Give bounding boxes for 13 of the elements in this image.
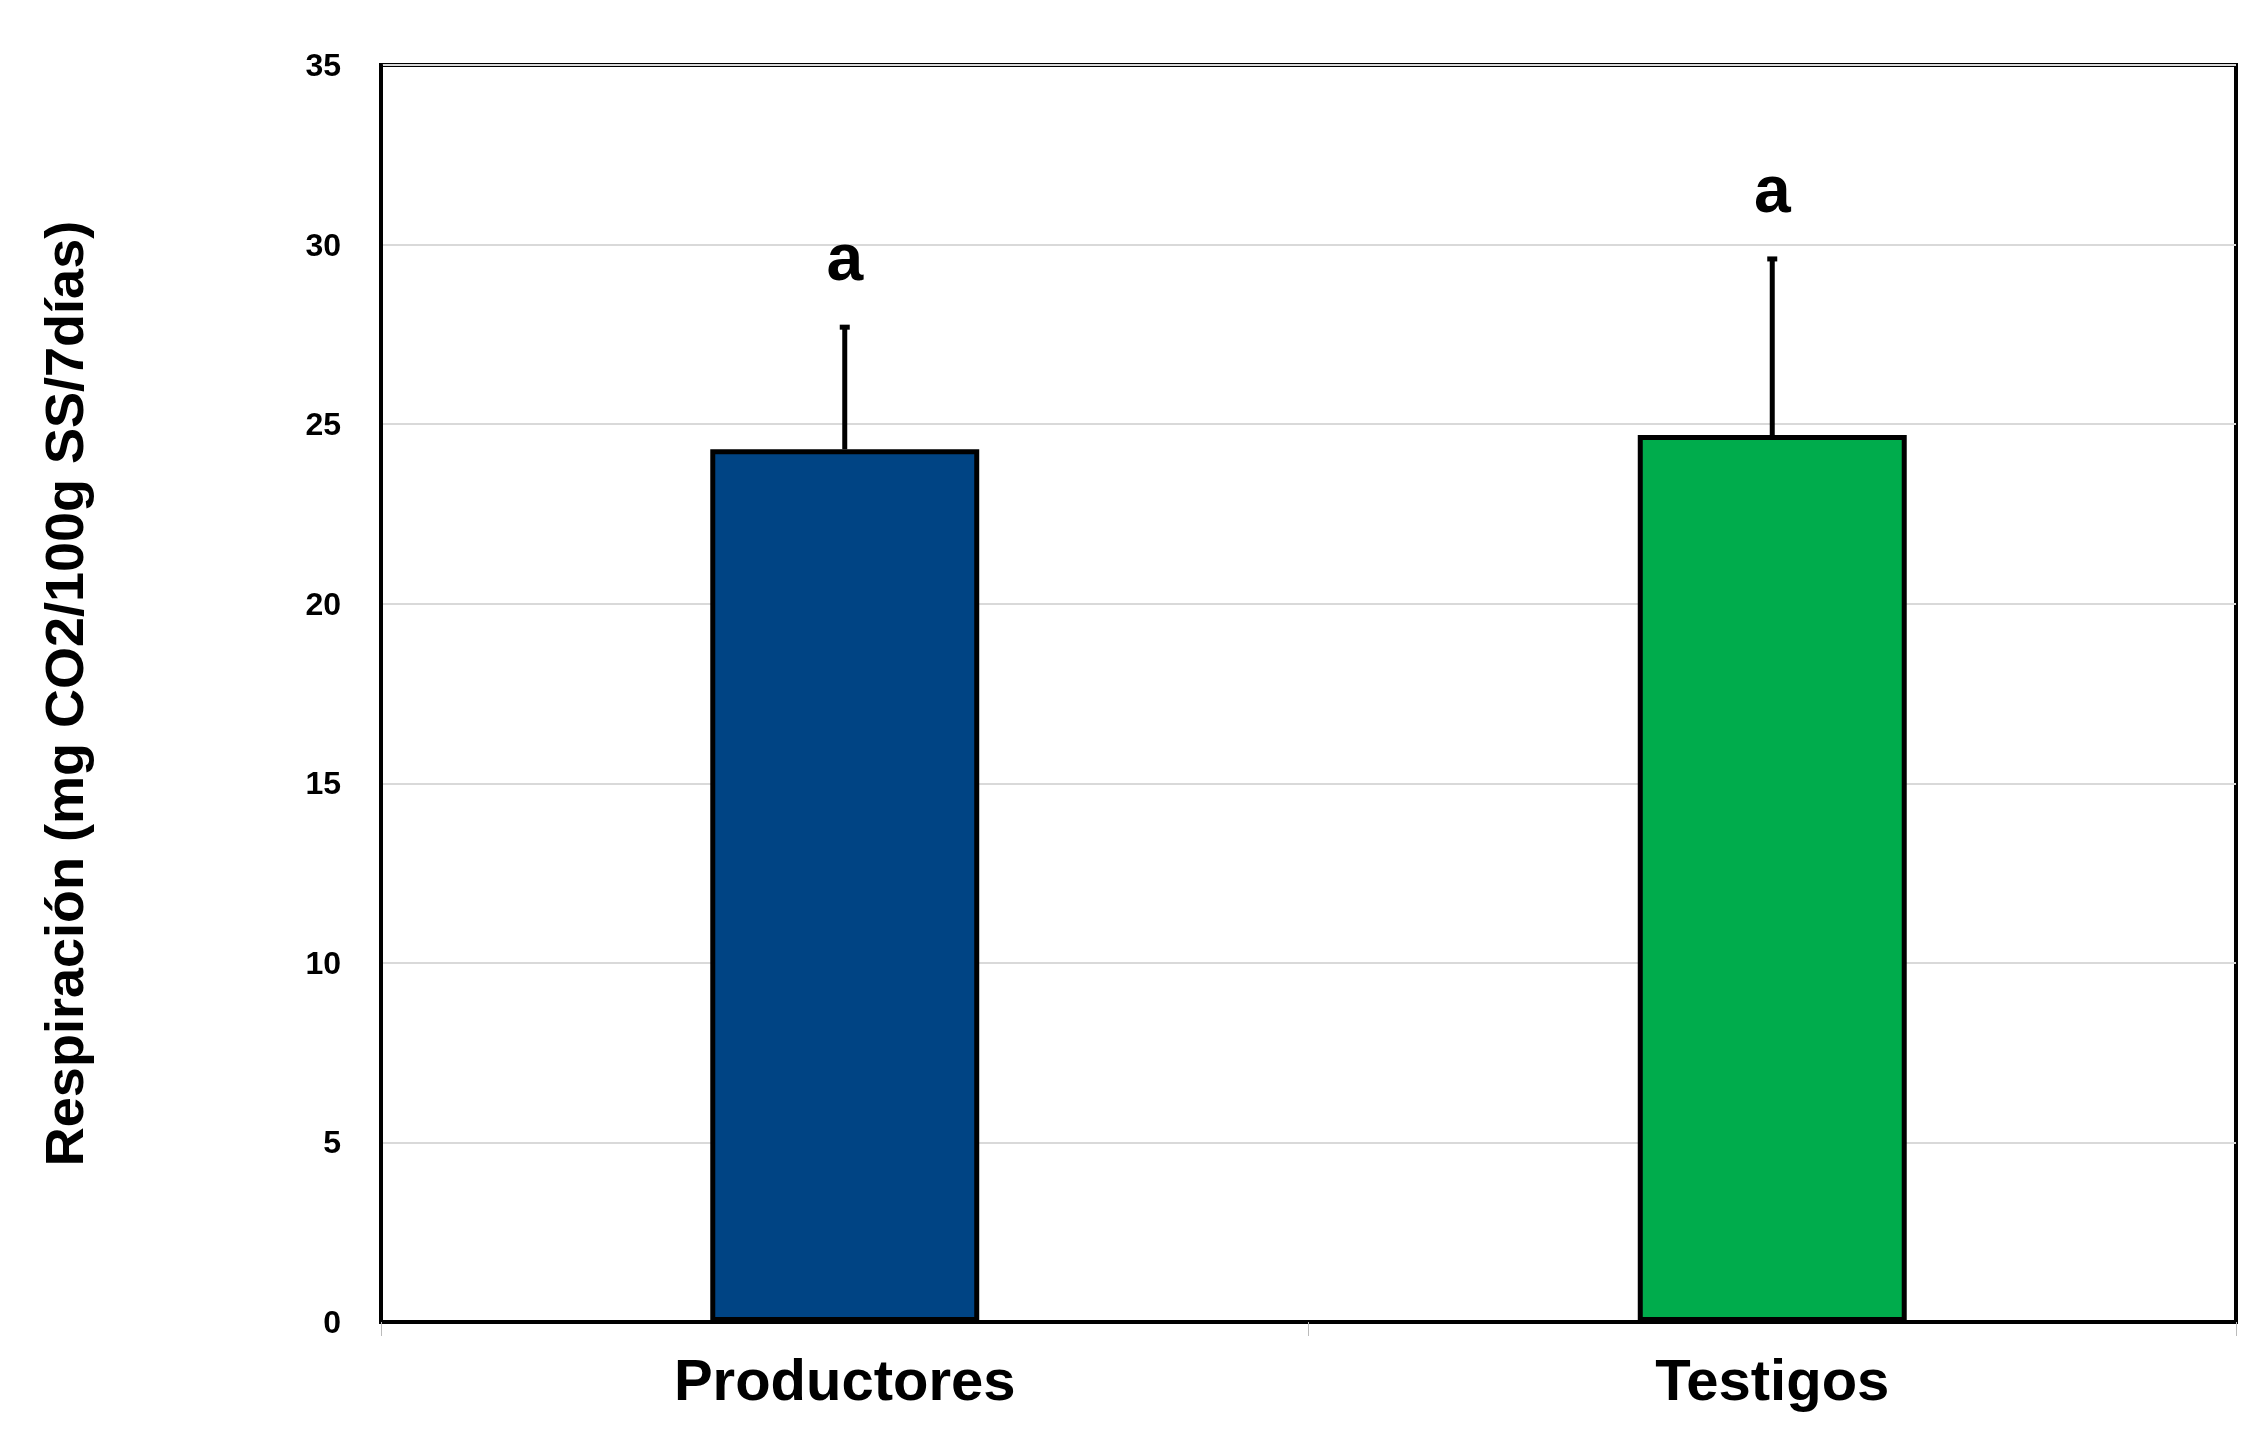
y-tick-label: 35 <box>305 47 341 83</box>
y-tick-label: 0 <box>323 1304 341 1340</box>
x-tick-label: Productores <box>673 1346 1016 1412</box>
y-tick-label: 15 <box>305 765 341 802</box>
y-axis-title: Respiración (mg CO2/100g SS/7días) <box>34 220 94 1167</box>
x-tick-label: Testigos <box>1655 1346 1890 1412</box>
y-tick-label: 5 <box>323 1124 341 1161</box>
y-tick-label: 25 <box>305 406 341 443</box>
y-tick-label: 10 <box>305 944 341 981</box>
y-tick-label: 30 <box>305 226 341 263</box>
y-tick-label: 20 <box>305 585 341 622</box>
annotation: a <box>1753 151 1792 226</box>
annotation: a <box>826 220 865 295</box>
